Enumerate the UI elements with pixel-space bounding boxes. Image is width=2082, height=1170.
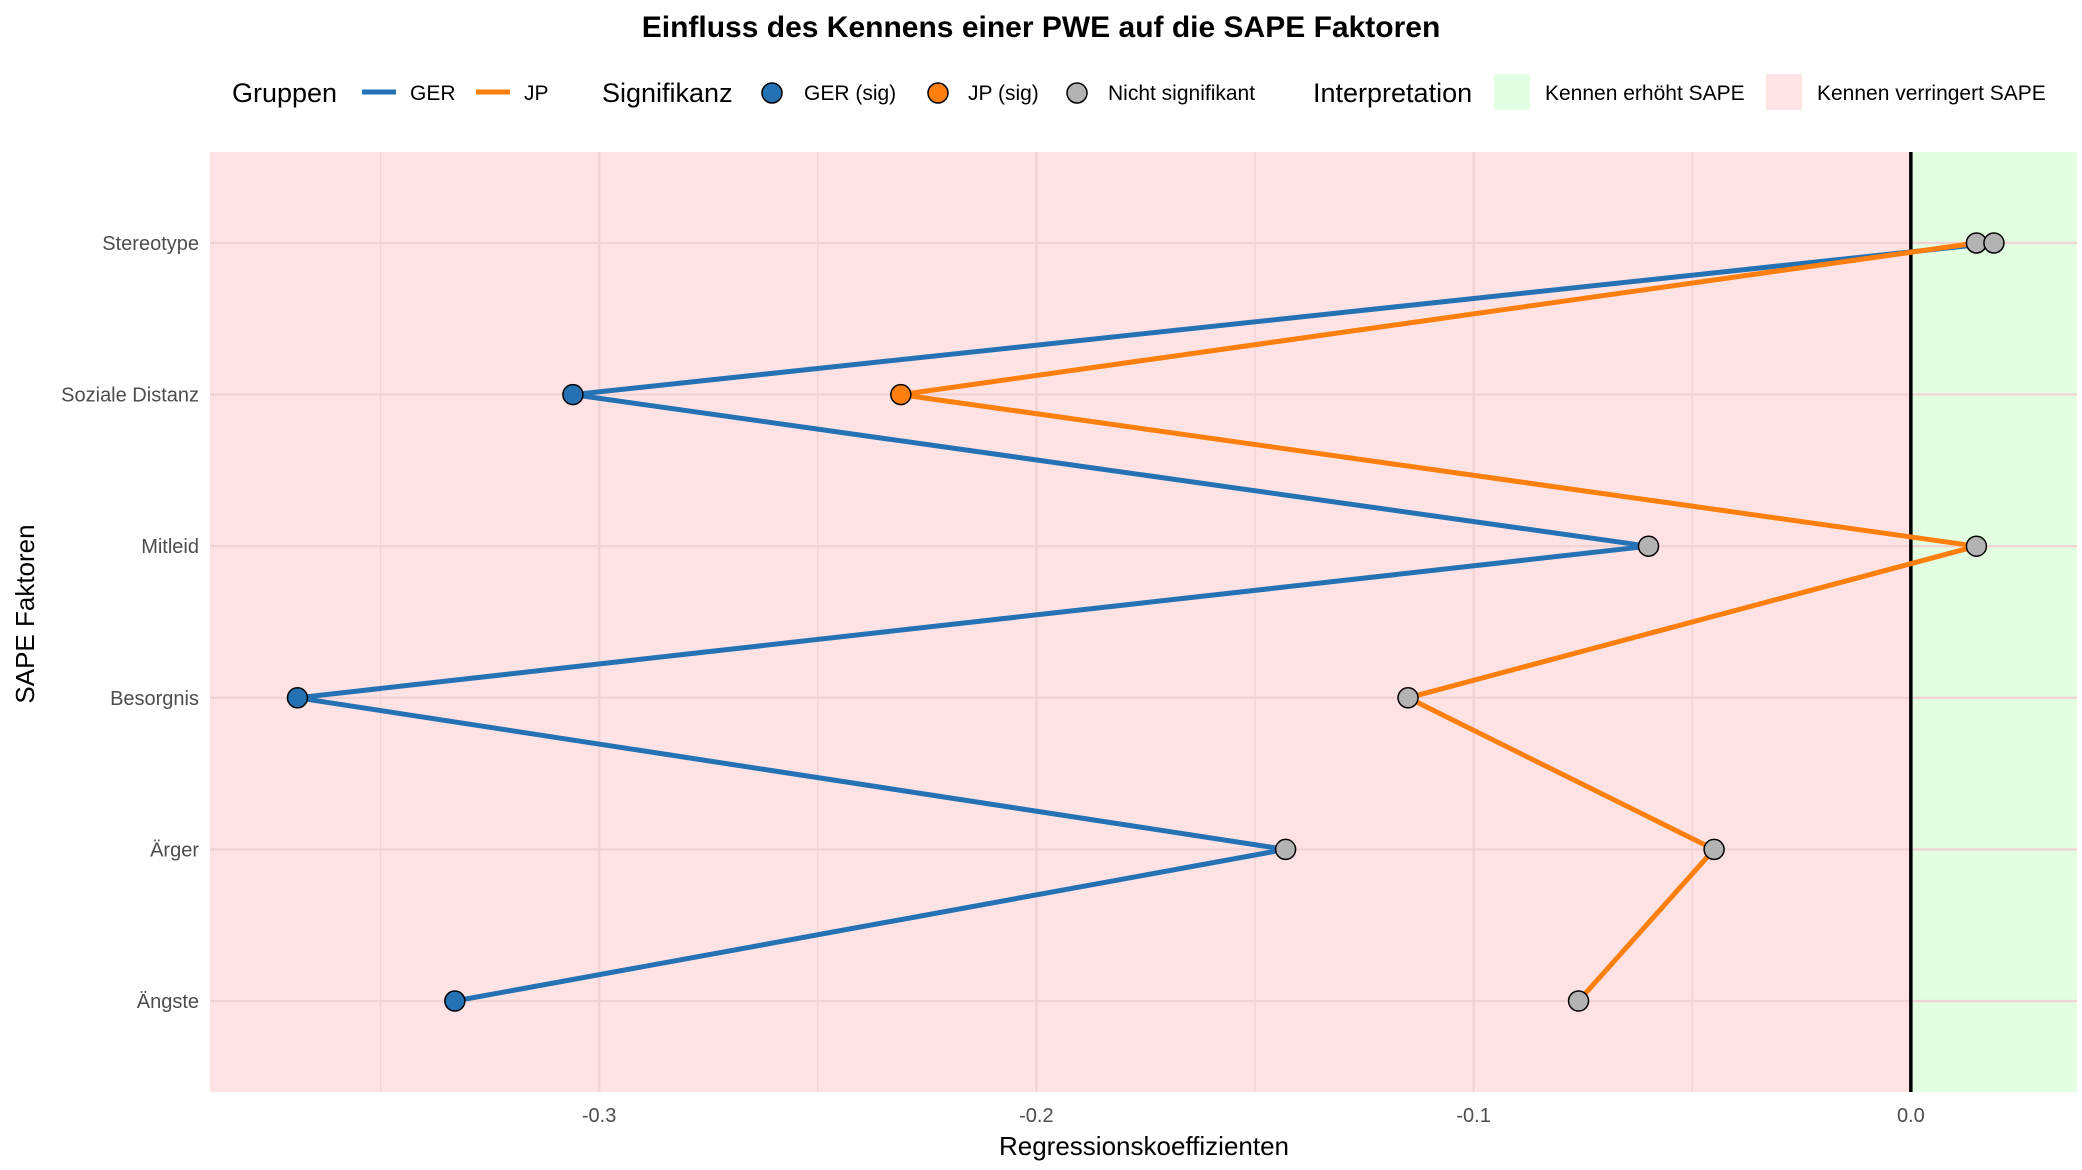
- legend-label-jp: JP: [524, 82, 549, 105]
- legend-marker-ger-sig: [761, 82, 783, 104]
- legend-swatch-increase: [1494, 74, 1530, 110]
- point-jp: [890, 383, 912, 406]
- point-jp: [1397, 687, 1419, 709]
- data-points: [286, 232, 2005, 1012]
- x-tick-label: 0.0: [1897, 1105, 1925, 1127]
- chart-title: Einfluss des Kennens einer PWE auf die S…: [642, 11, 1441, 44]
- series-line-ger: [294, 240, 1995, 1004]
- legend-label-jp-sig: JP (sig): [968, 82, 1039, 105]
- legend-swatch-decrease: [1766, 74, 1802, 110]
- legend: Gruppen GER JP Signifikanz GER (sig) JP …: [232, 74, 2046, 110]
- region-positive: [1910, 152, 2077, 1092]
- x-axis-title: Regressionskoeffizienten: [999, 1131, 1289, 1161]
- legend-marker-nonsig: [1066, 82, 1088, 104]
- point-jp: [1567, 990, 1590, 1012]
- legend-label-decrease: Kennen verringert SAPE: [1817, 82, 2046, 105]
- x-axis-tick-labels: -0.3 -0.2 -0.1 0.0: [582, 1105, 1925, 1127]
- y-tick-label: Stereotype: [102, 233, 199, 255]
- legend-label-nonsig: Nicht signifikant: [1108, 82, 1255, 105]
- point-ger: [562, 383, 584, 406]
- plot-background: [210, 152, 2077, 1092]
- point-ger: [1274, 838, 1297, 861]
- x-tick-label: -0.1: [1456, 1105, 1490, 1127]
- point-ger: [1637, 535, 1660, 557]
- series-lines: [294, 240, 1995, 1004]
- y-tick-label: Soziale Distanz: [61, 385, 199, 407]
- y-axis-tick-labels: Stereotype Soziale Distanz Mitleid Besorgni…: [61, 233, 199, 1013]
- x-tick-label: -0.2: [1019, 1105, 1053, 1127]
- legend-marker-jp-sig: [927, 82, 949, 104]
- point-jp: [1703, 838, 1725, 861]
- legend-label-ger: GER: [410, 82, 456, 105]
- point-ger: [444, 990, 466, 1012]
- point-ger: [1983, 232, 2005, 254]
- point-jp: [1965, 535, 1988, 557]
- y-tick-label: Ängste: [137, 991, 199, 1013]
- point-ger: [286, 687, 309, 709]
- legend-label-ger-sig: GER (sig): [804, 82, 896, 105]
- y-tick-label: Besorgnis: [110, 688, 199, 710]
- legend-label-increase: Kennen erhöht SAPE: [1545, 82, 1745, 105]
- series-line-jp: [898, 240, 1979, 1003]
- y-tick-label: Ärger: [150, 839, 199, 861]
- legend-title-significance: Signifikanz: [602, 78, 733, 108]
- y-tick-label: Mitleid: [141, 536, 199, 558]
- y-axis-title: SAPE Faktoren: [10, 524, 40, 703]
- gridlines: [210, 152, 2077, 1092]
- legend-title-groups: Gruppen: [232, 78, 337, 108]
- legend-title-interpretation: Interpretation: [1313, 78, 1472, 108]
- region-negative: [210, 152, 1911, 1092]
- x-tick-label: -0.3: [582, 1105, 616, 1127]
